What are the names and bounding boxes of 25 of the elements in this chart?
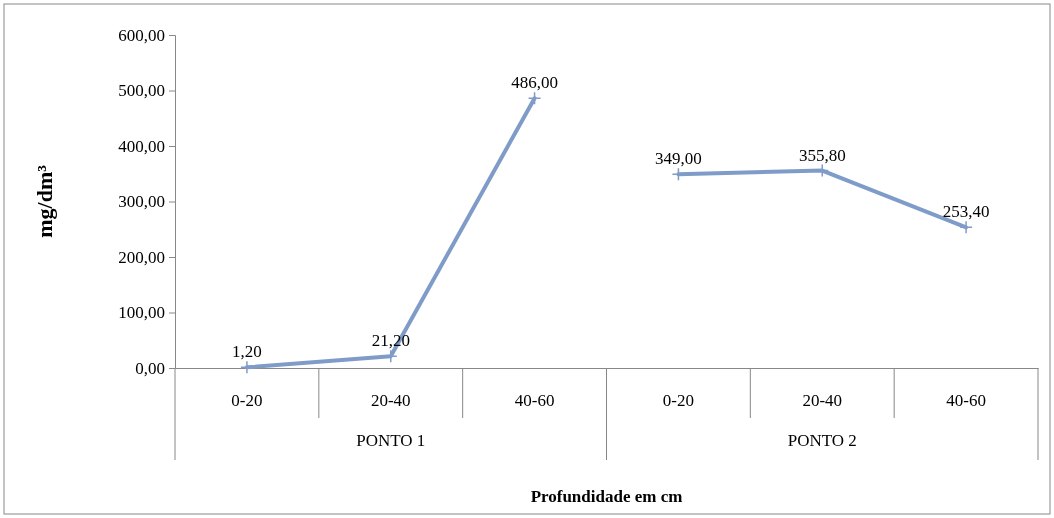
x-axis-title: Profundidade em cm xyxy=(530,487,683,506)
x-tick-label: 20-40 xyxy=(802,391,843,411)
y-tick-label: 100,00 xyxy=(118,303,165,323)
text: PONTO 2 xyxy=(787,431,857,450)
data-label: 253,40 xyxy=(942,202,990,222)
y-tick-label: 200,00 xyxy=(118,247,165,267)
y-axis-title: mg/dm³ xyxy=(32,164,57,238)
x-tick-label: 40-60 xyxy=(514,391,555,411)
data-label: 1,20 xyxy=(232,342,262,362)
y-tick-label: 400,00 xyxy=(118,136,165,156)
data-label: 21,20 xyxy=(371,331,410,351)
x-tick-label: 40-60 xyxy=(946,391,986,411)
data-label: 486,00 xyxy=(511,73,558,93)
data-label: 355,80 xyxy=(798,145,846,165)
y-tick-label: 600,00 xyxy=(118,25,165,45)
x-tick-label: 0-20 xyxy=(662,391,694,411)
y-tick-label: 0,00 xyxy=(135,358,165,378)
x-tick-label: 20-40 xyxy=(370,391,411,411)
x-tick-label: 0-20 xyxy=(231,391,263,411)
y-tick-label: 500,00 xyxy=(118,81,165,101)
y-tick-label: 300,00 xyxy=(118,192,165,212)
data-label: 349,00 xyxy=(655,149,702,169)
point xyxy=(959,220,973,235)
text: PONTO 1 xyxy=(356,431,426,450)
point xyxy=(527,91,542,106)
